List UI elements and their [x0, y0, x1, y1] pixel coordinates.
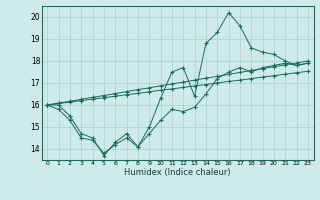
X-axis label: Humidex (Indice chaleur): Humidex (Indice chaleur)	[124, 168, 231, 177]
